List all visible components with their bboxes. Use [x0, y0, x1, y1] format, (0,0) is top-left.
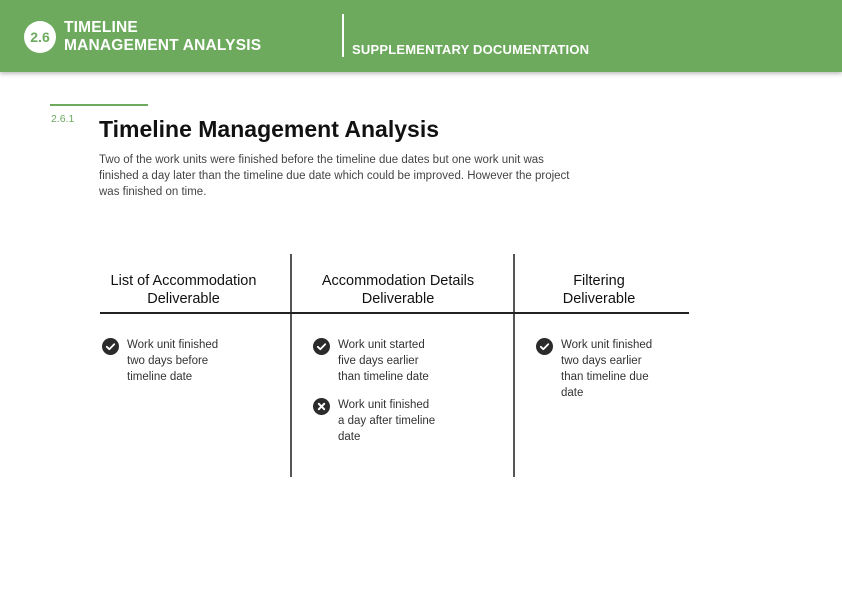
- item-text-line: Work unit finished: [127, 339, 219, 351]
- item-text-line: Work unit finished: [561, 339, 653, 351]
- header-title-line1: TIMELINE: [64, 19, 138, 36]
- check-circle-icon: [313, 338, 330, 355]
- column-divider: [290, 254, 292, 477]
- check-circle-icon: [102, 338, 119, 355]
- section-badge: 2.6: [24, 21, 56, 53]
- item-text: Work unit started five days earlier than…: [338, 337, 429, 385]
- item-text-line: five days earlier: [338, 355, 419, 367]
- item-text-line: two days before: [127, 355, 209, 367]
- item-text-line: than timeline date: [338, 371, 429, 383]
- item-text: Work unit finished two days earlier than…: [561, 337, 652, 401]
- column-heading-line: List of Accommodation: [110, 273, 257, 289]
- column-heading-accommodation-details: Accommodation Details Deliverable: [292, 272, 504, 308]
- column-heading-line: Filtering: [573, 273, 625, 289]
- column-heading-list-of-accommodation: List of Accommodation Deliverable: [100, 272, 267, 308]
- item-text-line: timeline date: [127, 371, 193, 383]
- item-text: Work unit finished two days before timel…: [127, 337, 218, 385]
- header-title: TIMELINE MANAGEMENT ANALYSIS: [64, 19, 261, 55]
- item-text-line: two days earlier: [561, 355, 642, 367]
- header-rule: [100, 312, 689, 314]
- item-text-line: than timeline due: [561, 371, 649, 383]
- header-subtitle: SUPPLEMENTARY DOCUMENTATION: [352, 42, 590, 57]
- page-title: Timeline Management Analysis: [99, 116, 440, 142]
- check-circle-icon: [536, 338, 553, 355]
- column-heading-line: Accommodation Details: [321, 273, 475, 289]
- column-heading-line: Deliverable: [361, 291, 435, 307]
- cross-circle-icon: [313, 398, 330, 415]
- item-text-line: Work unit started: [338, 339, 425, 351]
- item-text-line: Work unit finished: [338, 399, 430, 411]
- column-divider: [513, 254, 515, 477]
- header-bar: 2.6 TIMELINE MANAGEMENT ANALYSIS SUPPLEM…: [0, 0, 842, 72]
- column-heading-filtering: Filtering Deliverable: [515, 272, 683, 308]
- list-item: Work unit finished a day after timeline …: [313, 397, 435, 445]
- list-item: Work unit finished two days before timel…: [102, 337, 218, 385]
- list-item: Work unit started five days earlier than…: [313, 337, 429, 385]
- column-heading-line: Deliverable: [147, 291, 220, 307]
- item-text-line: a day after timeline: [338, 415, 436, 427]
- section-description: Two of the work units were finished befo…: [99, 154, 570, 198]
- header-title-line2: MANAGEMENT ANALYSIS: [64, 37, 262, 54]
- list-item: Work unit finished two days earlier than…: [536, 337, 652, 401]
- item-text-line: date: [561, 387, 584, 399]
- section-accent-line: [50, 104, 148, 106]
- section-number: 2.6.1: [51, 113, 75, 125]
- item-text-line: date: [338, 431, 361, 443]
- item-text: Work unit finished a day after timeline …: [338, 397, 435, 445]
- column-heading-line: Deliverable: [562, 291, 636, 307]
- header-divider: [342, 14, 344, 57]
